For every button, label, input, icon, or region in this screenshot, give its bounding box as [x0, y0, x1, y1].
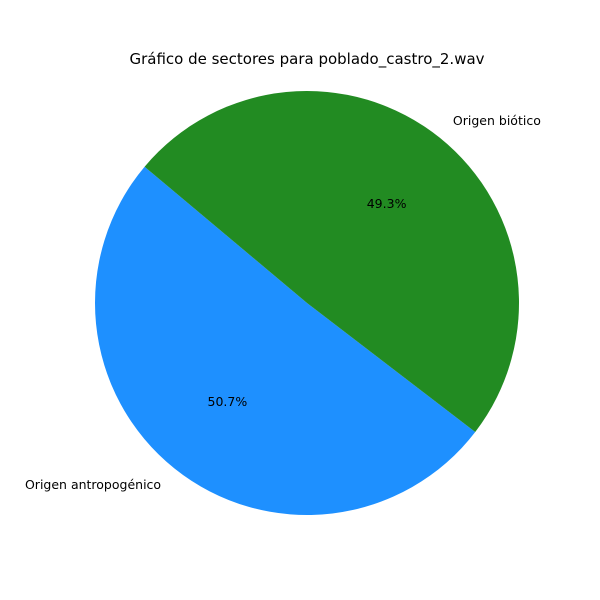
pie-slice-1 — [95, 166, 476, 515]
slice-percent-2: 49.3% — [367, 196, 407, 211]
pie-slice-2 — [144, 90, 520, 432]
pie-labels: Origen antropogénico 50.7% Origen biótico 4… — [25, 113, 541, 492]
slice-label-2: Origen biótico — [453, 113, 541, 128]
slice-label-1: Origen antropogénico — [25, 477, 161, 492]
slice-percent-1: 50.7% — [208, 394, 248, 409]
chart-title: Gráfico de sectores para poblado_castro_… — [129, 50, 484, 69]
pie-slices — [95, 90, 520, 515]
